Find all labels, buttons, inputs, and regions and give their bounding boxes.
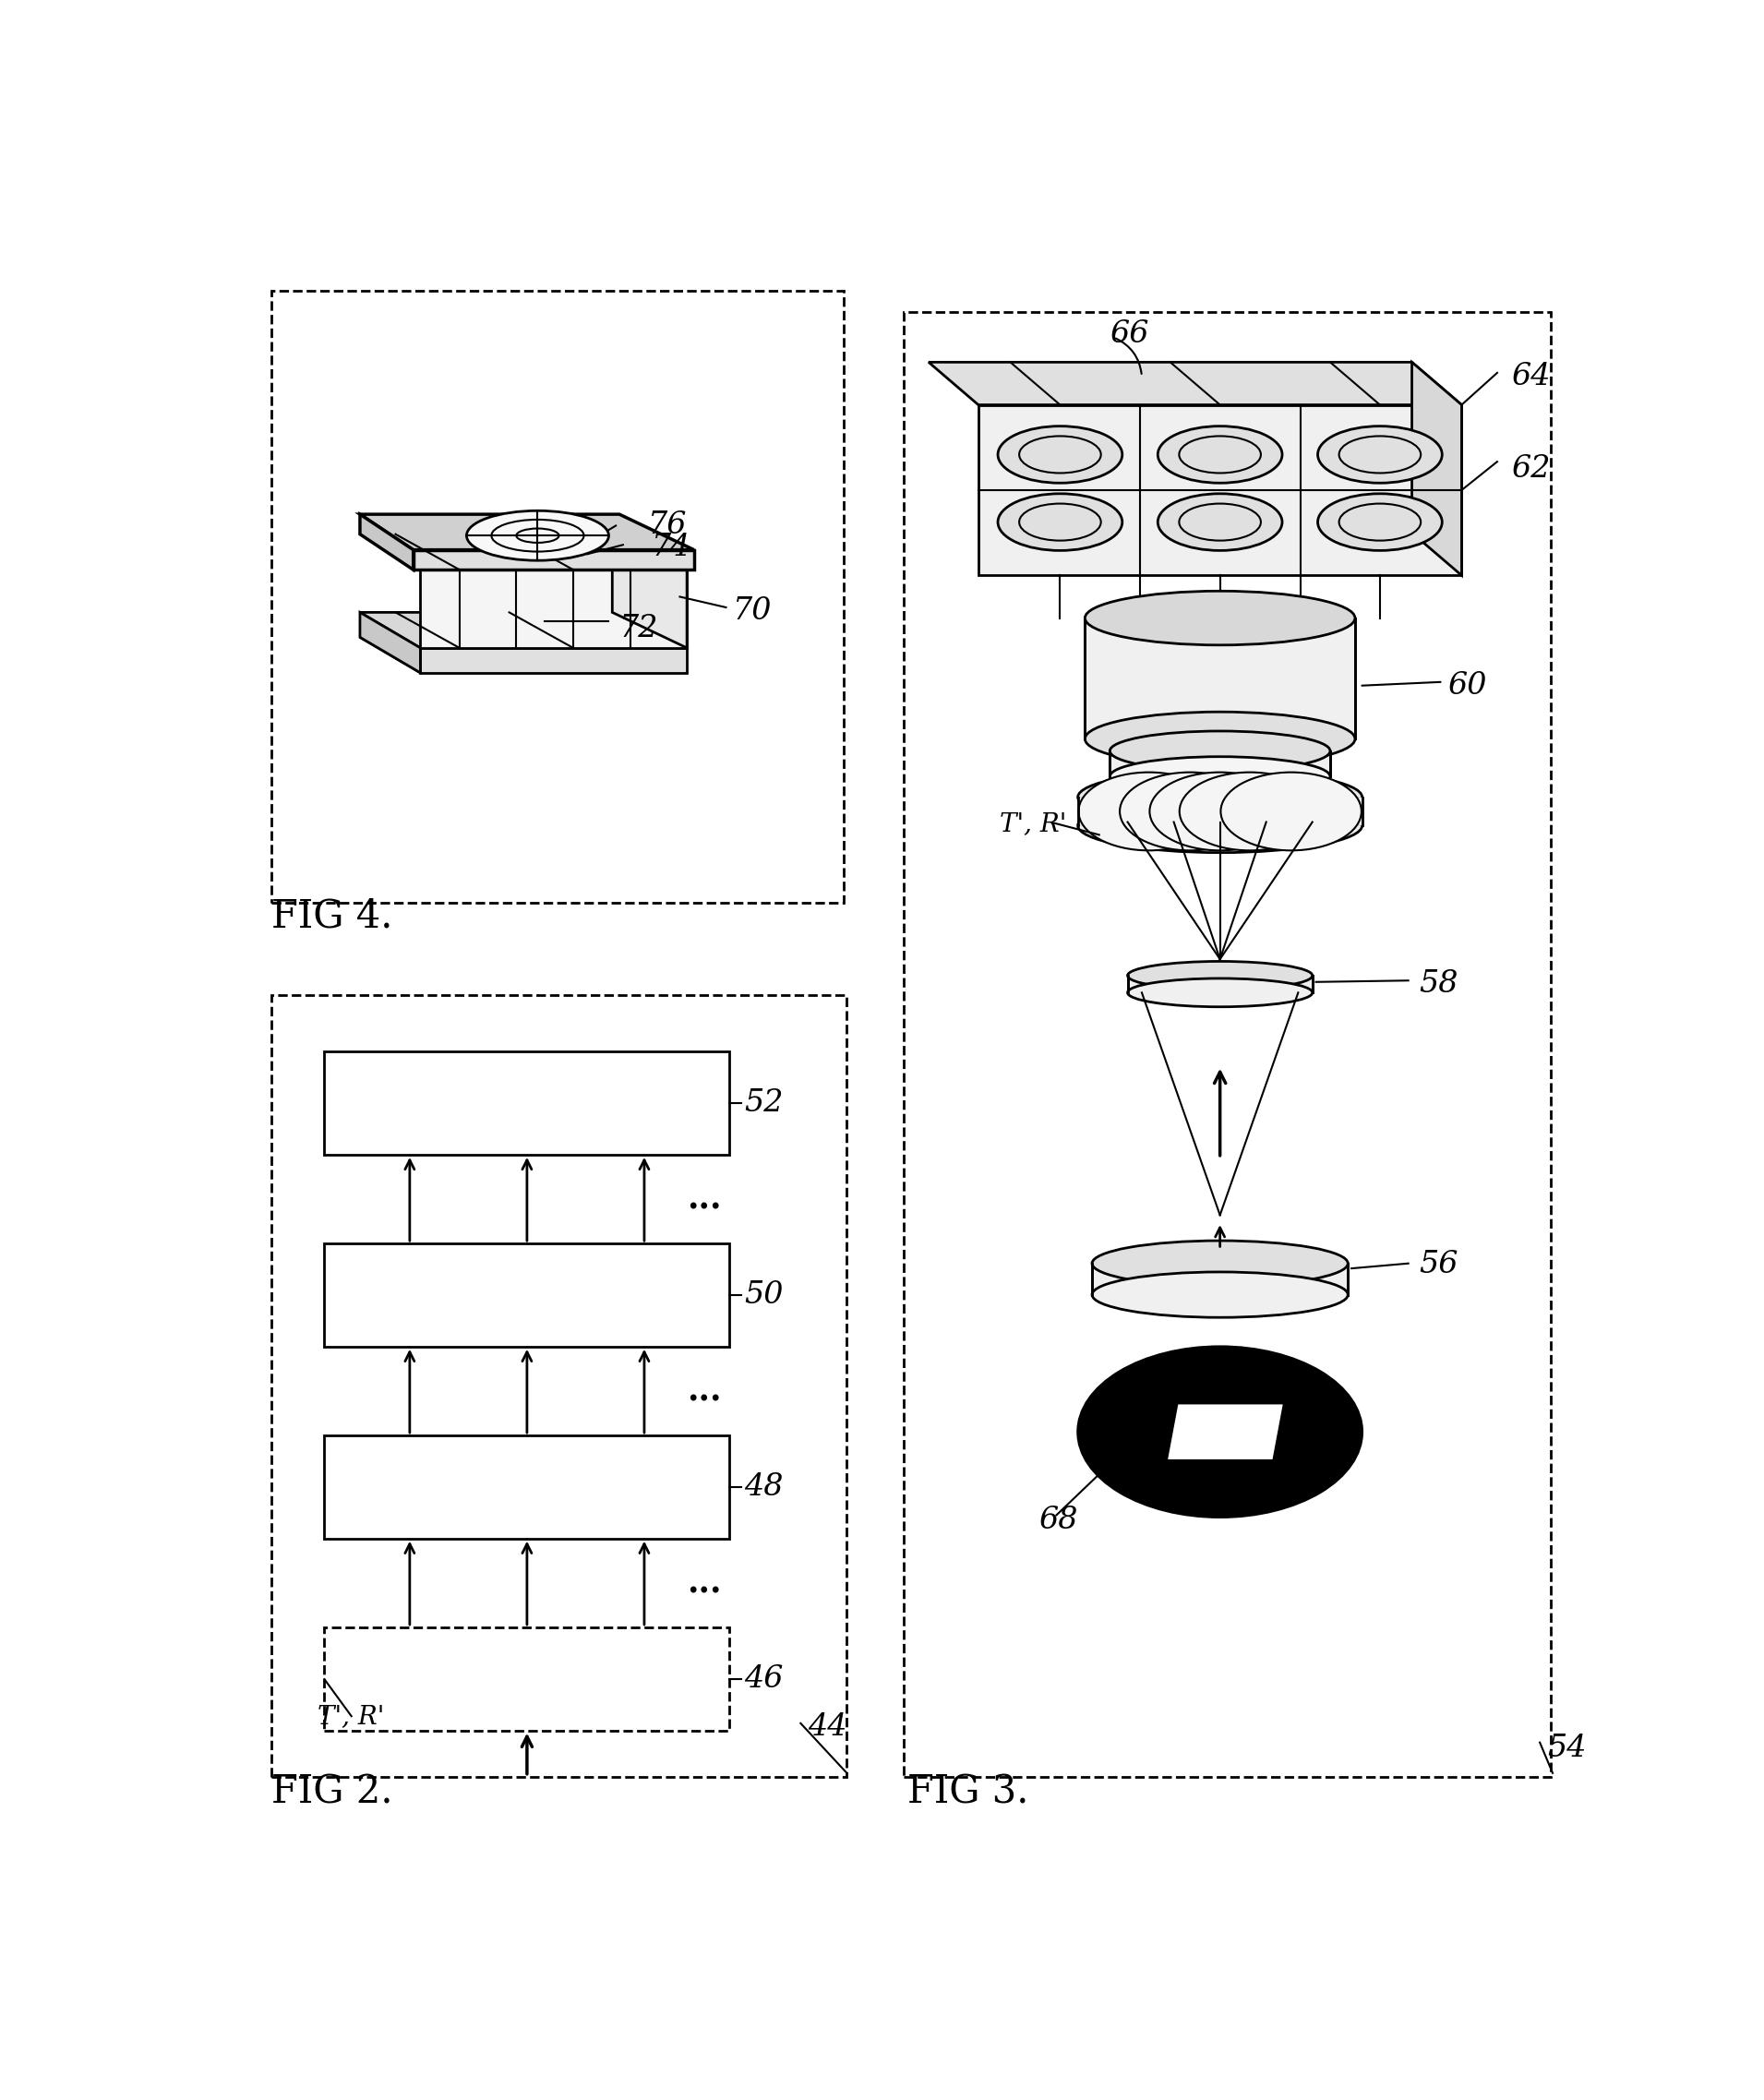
Text: FIG 4.: FIG 4. (272, 897, 392, 937)
Text: 72: 72 (619, 613, 658, 643)
Bar (272, 292, 843, 903)
Ellipse shape (466, 510, 609, 561)
Ellipse shape (998, 494, 1122, 550)
Ellipse shape (1150, 773, 1289, 850)
Ellipse shape (1318, 494, 1443, 550)
Text: 64: 64 (1512, 361, 1551, 391)
Bar (1110, 752, 1330, 777)
Text: 48: 48 (744, 1472, 783, 1502)
Ellipse shape (1078, 771, 1362, 823)
Ellipse shape (1157, 426, 1282, 483)
Ellipse shape (1078, 773, 1219, 850)
Ellipse shape (1092, 1273, 1348, 1317)
Text: 60: 60 (1448, 670, 1487, 699)
Ellipse shape (1092, 1241, 1348, 1285)
Polygon shape (360, 514, 693, 550)
Bar (1078, 798, 1362, 825)
Bar (325, 1628, 730, 1730)
Bar (903, 313, 1551, 1777)
Ellipse shape (1157, 494, 1282, 550)
Text: T', R': T', R' (318, 1703, 385, 1728)
Polygon shape (413, 550, 693, 569)
Text: 52: 52 (744, 1088, 783, 1119)
Text: 58: 58 (1418, 970, 1459, 1000)
Text: 54: 54 (1547, 1732, 1586, 1762)
Polygon shape (420, 569, 686, 649)
Ellipse shape (1221, 773, 1362, 850)
Polygon shape (1166, 1403, 1284, 1459)
Ellipse shape (1318, 426, 1443, 483)
Bar (979, 405, 1462, 575)
Text: ...: ... (686, 1376, 721, 1407)
Text: ...: ... (686, 1567, 721, 1598)
Ellipse shape (1127, 962, 1312, 989)
Text: 68: 68 (1039, 1506, 1078, 1535)
Bar (1092, 1262, 1348, 1296)
Text: FIG 2.: FIG 2. (272, 1772, 393, 1812)
Bar (325, 1243, 730, 1346)
Ellipse shape (1078, 798, 1362, 853)
Polygon shape (360, 514, 413, 569)
Bar (1085, 617, 1355, 739)
Polygon shape (420, 649, 686, 672)
Polygon shape (612, 533, 686, 649)
Polygon shape (360, 613, 420, 672)
Ellipse shape (1078, 1346, 1362, 1516)
Ellipse shape (998, 426, 1122, 483)
Polygon shape (1411, 361, 1462, 575)
Ellipse shape (1127, 979, 1312, 1006)
Text: T', R': T', R' (1000, 813, 1067, 836)
Ellipse shape (1085, 590, 1355, 645)
Ellipse shape (1110, 731, 1330, 771)
Bar (325, 1436, 730, 1539)
Text: 56: 56 (1418, 1250, 1459, 1279)
Ellipse shape (1085, 712, 1355, 766)
Text: 70: 70 (734, 596, 773, 626)
Polygon shape (928, 361, 1462, 405)
Text: 66: 66 (1110, 319, 1148, 349)
Text: 44: 44 (808, 1711, 847, 1741)
Polygon shape (360, 636, 686, 672)
Ellipse shape (1120, 773, 1261, 850)
Ellipse shape (1180, 773, 1319, 850)
Ellipse shape (1110, 756, 1330, 796)
Bar (325, 1052, 730, 1155)
Bar (272, 995, 847, 1777)
Polygon shape (360, 613, 686, 649)
Text: 50: 50 (744, 1281, 783, 1310)
Text: 76: 76 (647, 510, 686, 540)
Text: 46: 46 (744, 1665, 783, 1695)
Text: ...: ... (686, 1184, 721, 1216)
Text: 62: 62 (1512, 454, 1551, 483)
Text: FIG 3.: FIG 3. (907, 1772, 1028, 1812)
Text: 74: 74 (651, 531, 690, 561)
Bar (1127, 976, 1312, 993)
